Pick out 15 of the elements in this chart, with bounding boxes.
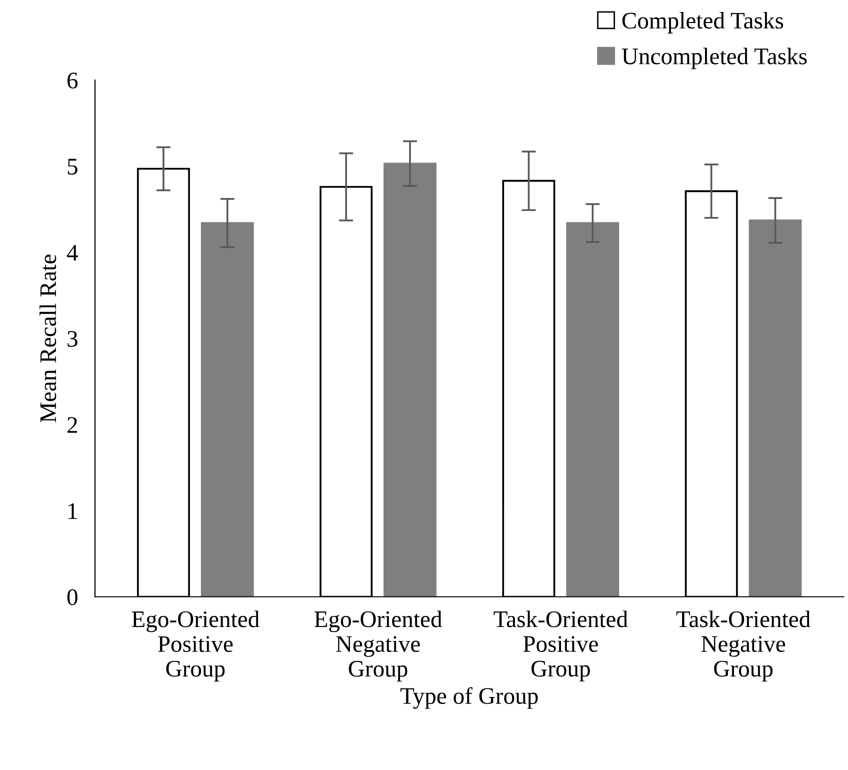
y-tick-label: 0	[67, 589, 78, 606]
legend-label: Uncompleted Tasks	[622, 48, 807, 70]
y-tick-label: 1	[68, 503, 77, 519]
legend-label: Completed Tasks	[622, 12, 784, 34]
x-tick-label: Task-Oriented Negative Group	[676, 610, 810, 682]
y-tick-label: 3	[68, 330, 78, 347]
y-tick-label: 6	[68, 72, 78, 89]
x-tick-label: Task-Oriented Positive Group	[494, 610, 628, 682]
y-tick-label: 4	[66, 244, 78, 260]
x-axis-title: Type of Group	[400, 687, 538, 709]
y-tick-label: 5	[68, 158, 78, 175]
y-axis-title: Mean Recall Rate	[40, 254, 56, 422]
y-tick-label: 2	[68, 417, 78, 433]
x-tick-label: Ego-Oriented Negative Group	[314, 610, 442, 682]
x-tick-label: Ego-Oriented Positive Group	[132, 610, 260, 682]
